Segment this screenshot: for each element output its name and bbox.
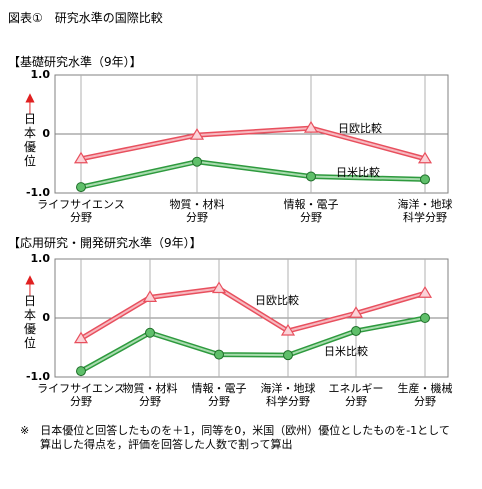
up-arrow-icon: ▲ │	[25, 272, 35, 296]
data-point-triangle	[417, 151, 433, 164]
y-tick-label: 0	[42, 311, 50, 324]
y-tick-label: 1.0	[30, 68, 51, 81]
series-label: 日米比較	[336, 166, 380, 179]
series-line-highlight	[80, 160, 426, 189]
panel2-title: 【応用研究・開発研究水準（9年）】	[8, 236, 202, 250]
data-point-circle	[306, 171, 316, 182]
panel2-y-axis-label: ▲ │ 日本優位	[20, 272, 40, 350]
series-line-highlight	[80, 127, 426, 160]
panel1-y-axis-label: ▲ │ 日本優位	[20, 90, 40, 168]
series-label: 日米比較	[324, 345, 368, 358]
data-point-triangle	[417, 286, 433, 298]
series-label: 日欧比較	[255, 294, 299, 307]
series-label: 日欧比較	[338, 122, 382, 135]
x-tick-label: 物質・材料 分野	[122, 382, 178, 408]
data-point-circle	[76, 182, 86, 193]
x-tick-label: 海洋・地球 科学分野	[260, 382, 316, 408]
data-point-circle	[351, 325, 361, 336]
y-tick-label: -1.0	[25, 186, 50, 199]
x-tick-label: ライフサイエンス 分野	[37, 382, 125, 408]
series-line-highlight	[80, 317, 426, 372]
x-tick-label: 情報・電子 分野	[283, 198, 339, 224]
panel1-title: 【基礎研究水準（9年）】	[8, 55, 142, 69]
data-point-circle	[214, 349, 224, 360]
panel2-y-axis-text: 日本優位	[23, 294, 36, 350]
data-point-circle	[420, 174, 430, 185]
footnote-line-2: 算出した得点を，評価を回答した人数で割って算出	[40, 438, 293, 451]
data-point-triangle	[280, 323, 296, 336]
data-point-triangle	[189, 128, 205, 140]
figure-title: 図表① 研究水準の国際比較	[8, 11, 163, 25]
data-point-circle	[192, 156, 202, 167]
data-point-circle	[420, 313, 430, 323]
x-tick-label: 海洋・地球 科学分野	[397, 198, 453, 224]
panel1-y-axis-text: 日本優位	[23, 112, 36, 168]
x-tick-label: エネルギー 分野	[328, 382, 384, 408]
y-tick-label: -1.0	[25, 370, 50, 383]
data-point-circle	[145, 327, 155, 338]
data-point-triangle	[211, 281, 227, 294]
x-tick-label: 情報・電子 分野	[191, 382, 247, 408]
x-tick-label: ライフサイエンス 分野	[37, 198, 125, 224]
x-tick-label: 物質・材料 分野	[169, 198, 225, 224]
series-line-highlight	[80, 287, 426, 340]
data-point-triangle	[142, 290, 158, 302]
y-tick-label: 0	[42, 127, 50, 140]
data-point-triangle	[73, 151, 89, 164]
footnote-line-1: ※ 日本優位と回答したものを＋1，同等を0，米国（欧州）優位としたものを-1とし…	[20, 424, 450, 437]
y-tick-label: 1.0	[30, 252, 51, 265]
series-line	[79, 286, 426, 341]
data-point-triangle	[348, 306, 364, 318]
up-arrow-icon: ▲ │	[25, 90, 35, 114]
series-line	[79, 315, 426, 374]
data-point-circle	[76, 366, 86, 377]
x-tick-label: 生産・機械 分野	[397, 382, 453, 408]
data-point-triangle	[303, 120, 319, 133]
data-point-triangle	[73, 331, 89, 344]
data-point-circle	[283, 350, 293, 361]
